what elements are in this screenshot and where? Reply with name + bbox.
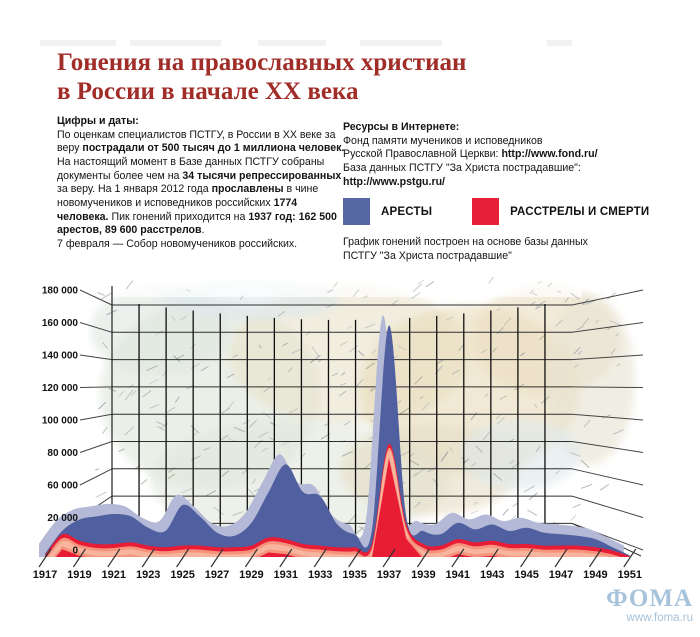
svg-text:160 000: 160 000 — [42, 318, 79, 329]
foma-logo-text: ФОМА — [606, 585, 693, 612]
resources-block: Ресурсы в Интернете: Фонд памяти мученик… — [343, 121, 678, 189]
svg-text:1941: 1941 — [446, 569, 470, 581]
legend-label: АРЕСТЫ — [381, 205, 433, 218]
svg-text:1939: 1939 — [411, 569, 435, 581]
svg-text:1935: 1935 — [342, 569, 366, 581]
page-title: Гонения на православных христиан в Росси… — [57, 49, 467, 106]
svg-text:1929: 1929 — [239, 569, 263, 581]
legend-item-arrests: АРЕСТЫ — [343, 198, 432, 225]
svg-text:1925: 1925 — [170, 569, 194, 581]
legend-label: РАССТРЕЛЫ И СМЕРТИ — [510, 205, 650, 218]
svg-text:80 000: 80 000 — [47, 448, 78, 459]
ghost-header-bar — [130, 40, 221, 46]
svg-text:1933: 1933 — [308, 569, 332, 581]
svg-text:1943: 1943 — [480, 569, 504, 581]
svg-text:1949: 1949 — [583, 569, 607, 581]
ghost-header-bar — [360, 40, 442, 46]
resources-line: База данных ПСТГУ "За Христа пострадавши… — [343, 161, 581, 174]
arrests-color-swatch — [343, 198, 370, 225]
publisher-logo: ФОМА www.foma.ru — [606, 586, 693, 624]
resources-heading: Ресурсы в Интернете: — [343, 121, 460, 133]
svg-text:20 000: 20 000 — [47, 513, 78, 524]
ghost-header-bar — [40, 40, 116, 46]
svg-text:1931: 1931 — [274, 569, 298, 581]
svg-text:120 000: 120 000 — [42, 383, 79, 394]
deaths-color-swatch — [472, 198, 500, 225]
stats-last-line: 7 февраля — Собор новомучеников российск… — [57, 237, 298, 250]
svg-text:1945: 1945 — [514, 569, 538, 581]
stats-text: По оценкам специалистов ПСТГУ, в России … — [57, 128, 345, 237]
svg-text:1923: 1923 — [136, 569, 160, 581]
foma-url: www.foma.ru — [626, 612, 693, 624]
resources-line: Фонд памяти мучеников и исповедников — [343, 134, 543, 147]
ghost-header-bar — [547, 40, 572, 46]
svg-text:1921: 1921 — [102, 569, 126, 581]
svg-text:1917: 1917 — [33, 569, 57, 581]
resources-line: Русской Православной Церкви: http://www.… — [343, 148, 598, 161]
chart-legend: АРЕСТЫ РАССТРЕЛЫ И СМЕРТИ — [343, 198, 649, 225]
svg-text:180 000: 180 000 — [42, 286, 79, 297]
ghost-header-bar — [258, 40, 326, 46]
svg-text:60 000: 60 000 — [47, 481, 78, 492]
svg-text:1947: 1947 — [549, 569, 573, 581]
stats-heading: Цифры и даты: — [57, 115, 139, 127]
chart-source-note: График гонений построен на основе базы д… — [343, 236, 588, 262]
svg-text:1919: 1919 — [67, 569, 91, 581]
svg-text:1951: 1951 — [618, 569, 642, 581]
resources-line: http://www.pstgu.ru/ — [343, 175, 445, 188]
svg-text:1937: 1937 — [377, 569, 401, 581]
svg-text:140 000: 140 000 — [42, 351, 79, 362]
svg-text:1927: 1927 — [205, 569, 229, 581]
legend-item-deaths: РАССТРЕЛЫ И СМЕРТИ — [472, 198, 649, 225]
stats-block: Цифры и даты: По оценкам специалистов ПС… — [57, 115, 349, 252]
svg-text:0: 0 — [72, 546, 78, 557]
svg-text:100 000: 100 000 — [42, 416, 79, 427]
